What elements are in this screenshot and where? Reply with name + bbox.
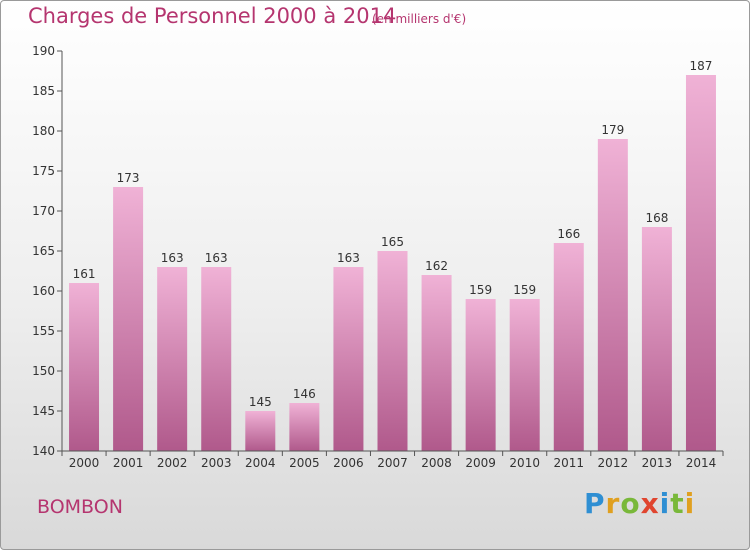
y-tick-label: 145 <box>32 404 55 418</box>
bar <box>289 403 320 451</box>
y-tick-label: 170 <box>32 204 55 218</box>
bar-value-label: 163 <box>161 251 184 265</box>
bar-value-label: 162 <box>425 259 448 273</box>
y-axis: 140 145 150 155 160 165 170 175 180 185 190 <box>32 44 63 458</box>
y-tick-label: 160 <box>32 284 55 298</box>
y-tick-label: 140 <box>32 444 55 458</box>
bar <box>113 187 144 451</box>
y-tick-label: 190 <box>32 44 55 58</box>
x-tick-label: 2013 <box>642 456 673 470</box>
x-tick-label: 2014 <box>686 456 717 470</box>
y-tick-label: 165 <box>32 244 55 258</box>
bar <box>333 267 364 451</box>
x-tick-label: 2004 <box>245 456 276 470</box>
bar-value-label: 166 <box>557 227 580 241</box>
bar <box>465 299 496 451</box>
bar <box>597 139 628 451</box>
bar <box>553 243 584 451</box>
bar-value-label: 173 <box>117 171 140 185</box>
x-tick-label: 2000 <box>69 456 100 470</box>
bar-value-label: 159 <box>513 283 536 297</box>
x-tick-label: 2009 <box>465 456 496 470</box>
bar <box>377 251 408 451</box>
bar <box>69 283 100 451</box>
bar-value-label: 163 <box>337 251 360 265</box>
bar-value-label: 179 <box>601 123 624 137</box>
place-name: BOMBON <box>37 496 123 518</box>
x-tick-label: 2003 <box>201 456 232 470</box>
bar-value-label: 159 <box>469 283 492 297</box>
x-tick-label: 2008 <box>421 456 452 470</box>
bar <box>685 75 716 451</box>
y-tick-label: 175 <box>32 164 55 178</box>
y-tick-label: 185 <box>32 84 55 98</box>
y-tick-label: 180 <box>32 124 55 138</box>
y-tick-label: 150 <box>32 364 55 378</box>
x-tick-label: 2002 <box>157 456 188 470</box>
y-tick-label: 155 <box>32 324 55 338</box>
bar <box>245 411 276 451</box>
bar <box>157 267 188 451</box>
proxiti-logo[interactable]: Proxiti <box>584 487 696 520</box>
x-tick-label: 2005 <box>289 456 320 470</box>
bar <box>421 275 452 451</box>
x-axis: 2000 2001 2002 2003 2004 2005 2006 2007 2008 2009… <box>61 450 724 470</box>
chart-title: Charges de Personnel 2000 à 2014 <box>28 4 397 28</box>
x-tick-label: 2011 <box>553 456 584 470</box>
bar-value-label: 187 <box>690 59 713 73</box>
x-tick-label: 2007 <box>377 456 408 470</box>
bars: 161 173 163 163 145 146 163 165 162 159 159 166 179 1… <box>69 59 716 451</box>
bar-value-label: 146 <box>293 387 316 401</box>
bar-value-label: 165 <box>381 235 404 249</box>
x-tick-label: 2012 <box>598 456 629 470</box>
x-tick-label: 2010 <box>509 456 540 470</box>
bar <box>509 299 540 451</box>
bar-value-label: 168 <box>645 211 668 225</box>
bar <box>201 267 232 451</box>
bar <box>641 227 672 451</box>
chart-subtitle: (en milliers d'€) <box>372 12 467 26</box>
bar-value-label: 163 <box>205 251 228 265</box>
bar-value-label: 145 <box>249 395 272 409</box>
bar-value-label: 161 <box>73 267 96 281</box>
x-tick-label: 2001 <box>113 456 144 470</box>
x-tick-label: 2006 <box>333 456 364 470</box>
